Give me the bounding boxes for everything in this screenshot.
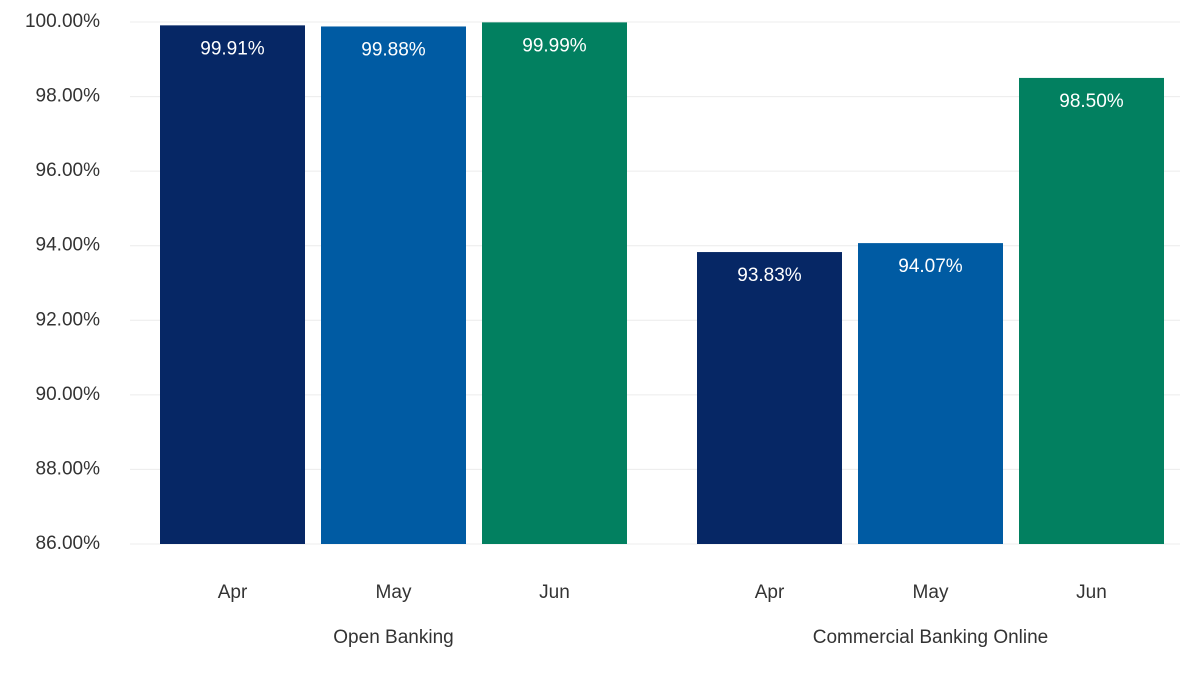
y-tick-label: 98.00% [36, 86, 101, 107]
data-label: 99.88% [361, 39, 426, 60]
series-label: Apr [218, 582, 248, 603]
y-tick-label: 90.00% [36, 384, 101, 405]
data-label: 99.91% [200, 38, 265, 59]
series-label: Jun [1076, 582, 1107, 603]
y-tick-label: 96.00% [36, 160, 101, 181]
series-label: May [913, 582, 949, 603]
y-tick-label: 94.00% [36, 235, 101, 256]
data-label: 93.83% [737, 265, 802, 286]
data-label: 94.07% [898, 256, 963, 277]
y-tick-label: 92.00% [36, 309, 101, 330]
bar [160, 25, 305, 545]
series-label: Apr [755, 582, 785, 603]
bar [321, 26, 466, 544]
series-label: May [376, 582, 412, 603]
data-label: 98.50% [1059, 91, 1124, 112]
y-tick-label: 100.00% [25, 11, 100, 32]
data-label: 99.99% [522, 35, 587, 56]
y-tick-label: 88.00% [36, 458, 101, 479]
bar [482, 22, 627, 544]
category-label: Open Banking [333, 627, 454, 648]
bar [858, 243, 1003, 544]
category-label: Commercial Banking Online [812, 627, 1049, 648]
bar [1019, 77, 1164, 544]
y-tick-label: 86.00% [36, 533, 101, 554]
series-label: Jun [539, 582, 570, 603]
bar [697, 252, 842, 544]
